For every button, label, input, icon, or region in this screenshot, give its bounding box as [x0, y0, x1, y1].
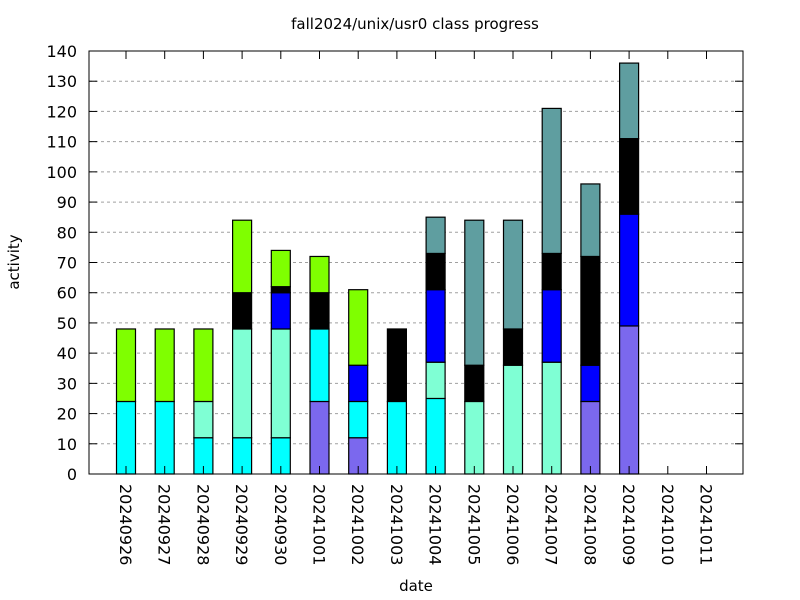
x-tick-label: 20241001	[310, 484, 329, 565]
bar-segment	[502, 328, 524, 366]
bar-segment	[502, 364, 524, 475]
y-tick-label: 10	[57, 435, 77, 454]
bar-segment	[270, 286, 291, 294]
x-tick-label: 20240926	[116, 484, 135, 565]
bar-segment	[580, 183, 601, 258]
bar-segment	[309, 400, 330, 475]
y-tick-label: 100	[46, 163, 77, 182]
bar-segment	[425, 289, 446, 363]
bar-segment	[464, 364, 485, 403]
x-tick-label: 20240929	[232, 484, 251, 565]
bar-segment	[270, 328, 291, 439]
bar-segment	[348, 289, 369, 366]
bar-segment	[425, 252, 446, 291]
bar-segment	[580, 364, 601, 403]
bar-segment	[193, 400, 214, 439]
gridlines	[89, 80, 743, 445]
x-tick-label: 20241010	[658, 484, 677, 565]
bar-segment	[193, 328, 214, 403]
bar-segment	[541, 289, 562, 363]
bar-segment	[618, 325, 640, 475]
bar-segment	[618, 213, 640, 327]
bar-segment	[154, 400, 175, 475]
x-axis-label: date	[399, 577, 433, 595]
bar-segment	[115, 328, 137, 403]
y-tick-label: 90	[57, 193, 77, 212]
bar-segment	[580, 255, 601, 366]
x-tick-label: 20240928	[193, 484, 212, 565]
x-tick-label: 20241004	[426, 484, 445, 565]
bar-segment	[309, 292, 330, 330]
bar-segment	[386, 400, 407, 475]
y-tick-label: 80	[57, 223, 77, 242]
bar-segment	[464, 400, 485, 475]
bar-segment	[115, 400, 137, 475]
bar-segment	[232, 328, 253, 439]
y-tick-label: 70	[57, 254, 77, 273]
bar-segment	[309, 255, 330, 294]
x-tick-label: 20240927	[155, 484, 174, 565]
bar-segment	[541, 361, 562, 475]
bar-segment	[348, 400, 369, 439]
x-tick-label: 20241009	[619, 484, 638, 565]
x-tick-label: 20241005	[464, 484, 483, 565]
bar-segment	[270, 292, 291, 330]
bar-segment	[309, 328, 330, 403]
bars	[115, 62, 640, 475]
x-tick-label: 20241007	[542, 484, 561, 565]
bar-segment	[618, 138, 640, 215]
x-axis-ticks: 20240926 20240927 20240928 20240929 20240930…	[116, 51, 716, 565]
chart-title: fall2024/unix/usr0 class progress	[291, 15, 539, 33]
y-tick-label: 40	[57, 344, 77, 363]
y-tick-label: 30	[57, 374, 77, 393]
bar-segment	[618, 62, 640, 140]
bar-segment	[232, 292, 253, 330]
y-tick-label: 140	[46, 42, 77, 61]
y-axis-label: activity	[5, 234, 23, 289]
bar-segment	[425, 361, 446, 400]
x-tick-label: 20241003	[387, 484, 406, 565]
bar-segment	[154, 328, 175, 403]
bar-segment	[232, 219, 253, 294]
bar-segment	[348, 364, 369, 403]
x-tick-label: 20241002	[348, 484, 367, 565]
y-tick-label: 120	[46, 102, 77, 121]
y-tick-label: 110	[46, 133, 77, 152]
bar-segment	[541, 107, 562, 255]
y-tick-label: 20	[57, 405, 77, 424]
x-tick-label: 20241006	[503, 484, 522, 565]
y-tick-label: 60	[57, 284, 77, 303]
x-tick-label: 20241011	[697, 484, 716, 565]
y-tick-label: 50	[57, 314, 77, 333]
x-tick-label: 20240930	[271, 484, 290, 565]
bar-segment	[502, 219, 524, 330]
y-axis-ticks: 0 10 20 30 40 50 60 70 80 90 100 110 120 130 140	[46, 42, 743, 484]
bar-segment	[580, 400, 601, 475]
y-tick-label: 0	[67, 465, 77, 484]
x-tick-label: 20241008	[580, 484, 599, 565]
bar-segment	[386, 328, 407, 403]
bar-segment	[425, 397, 446, 475]
bar-segment	[464, 219, 485, 366]
bar-segment	[541, 252, 562, 291]
bar-segment	[425, 216, 446, 255]
bar-segment	[270, 249, 291, 288]
y-tick-label: 130	[46, 72, 77, 91]
